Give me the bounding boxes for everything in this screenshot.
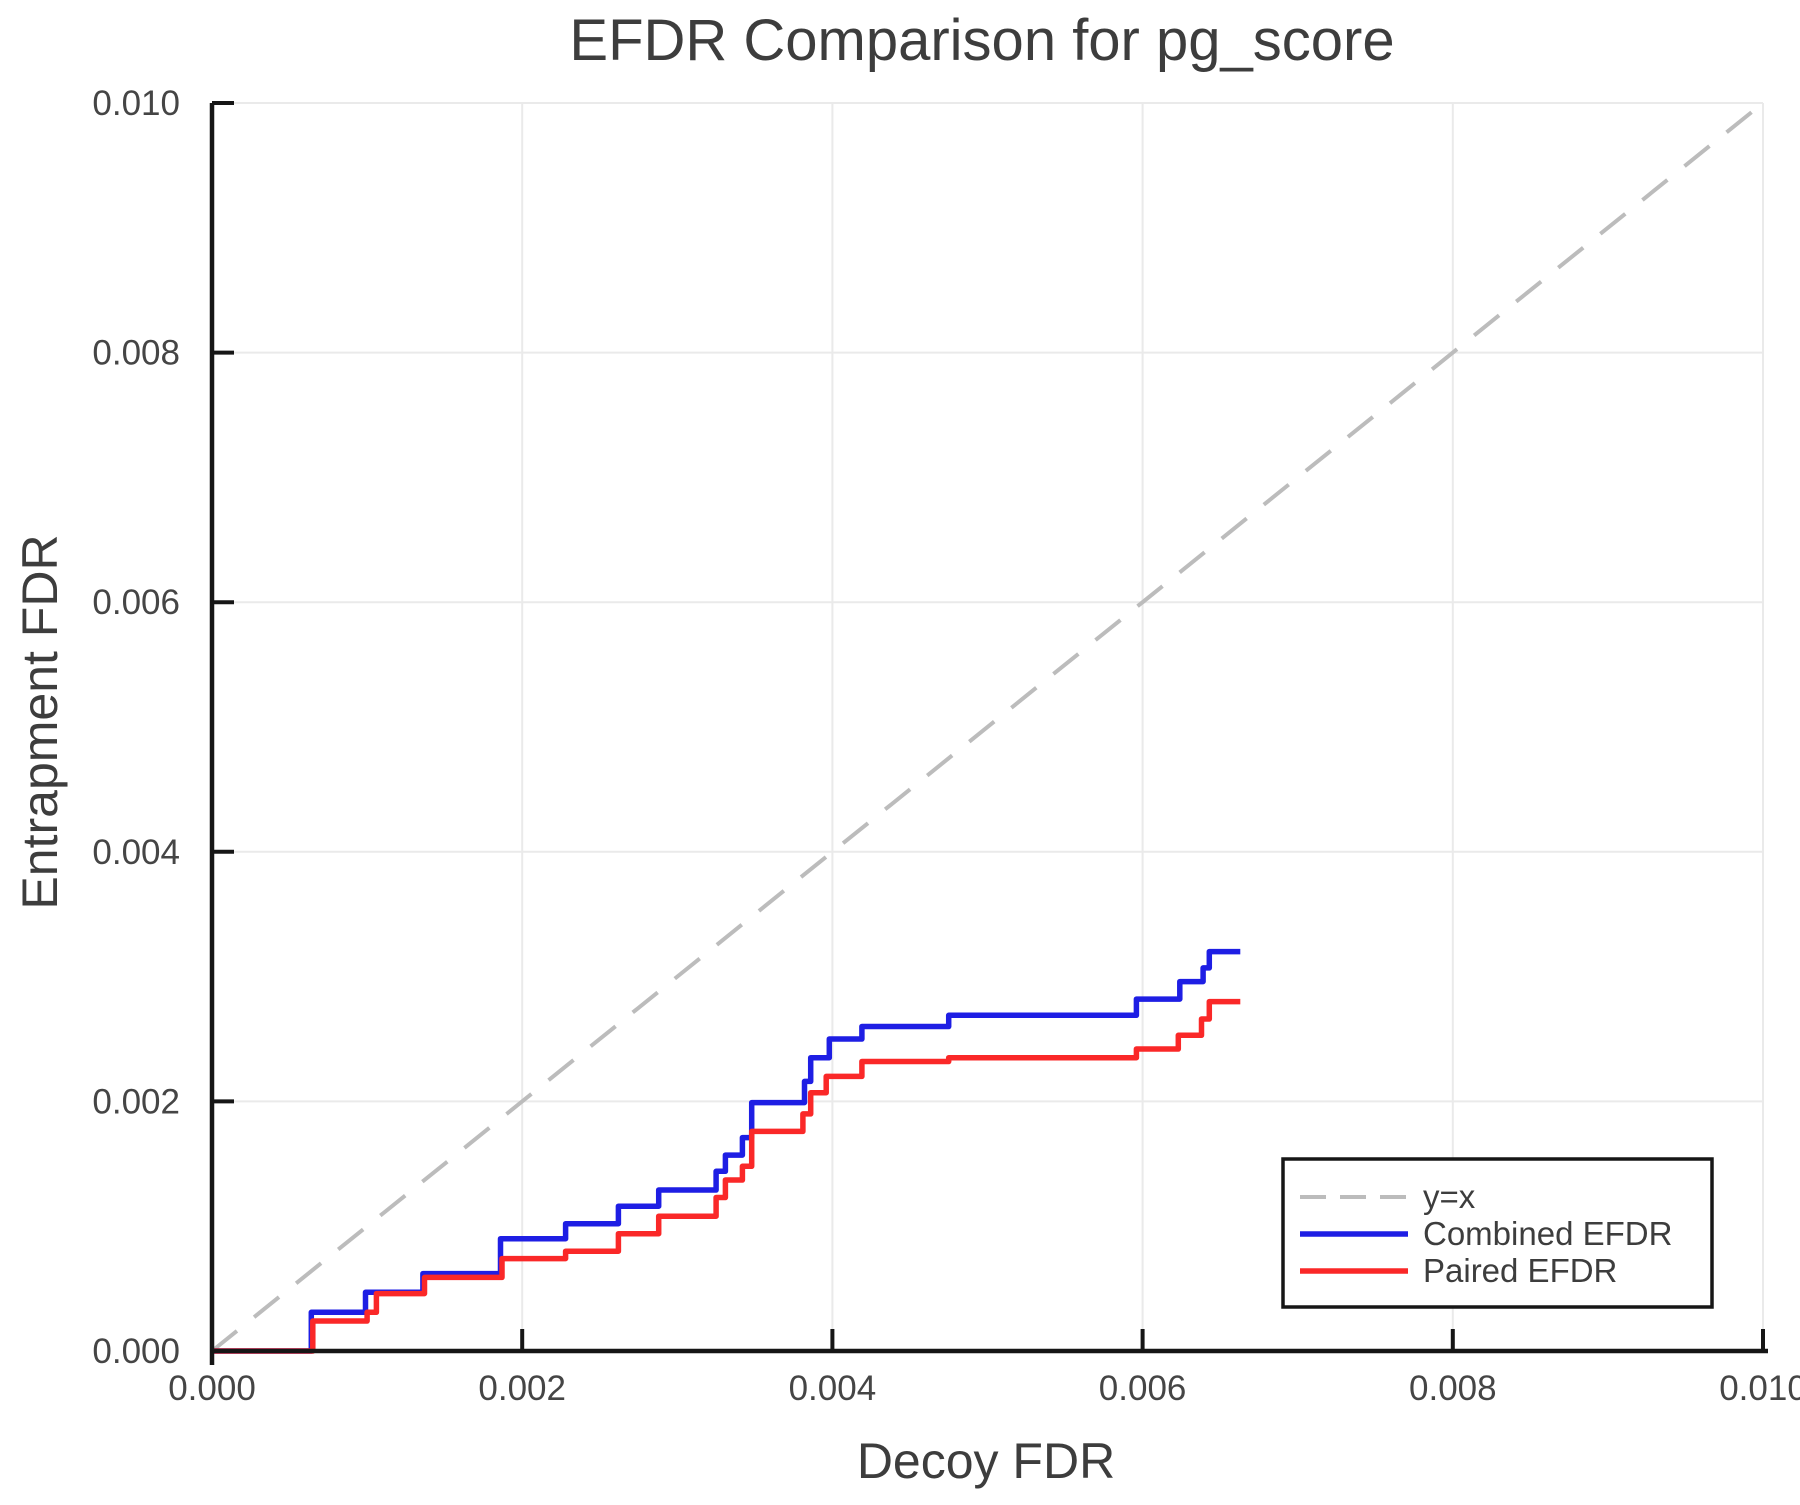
y-tick-label: 0.008: [92, 334, 180, 373]
combined-efdr-line: [212, 948, 1241, 1354]
y-tick-label: 0.010: [92, 84, 180, 123]
x-tick-label: 0.006: [1099, 1369, 1187, 1408]
x-tick-label: 0.004: [789, 1369, 877, 1408]
y-axis-label: Entrapment FDR: [12, 534, 68, 909]
y-tick-label: 0.000: [92, 1332, 180, 1371]
x-tick-label: 0.002: [478, 1369, 566, 1408]
x-tick-label: 0.010: [1719, 1369, 1800, 1408]
x-tick-label: 0.000: [168, 1369, 256, 1408]
axes-layer: 0.000 0.002 0.004 0.006 0.008 0.010 0.000 0.002…: [92, 84, 1800, 1408]
chart-title: EFDR Comparison for pg_score: [569, 8, 1394, 73]
grid-layer: [212, 102, 1764, 1351]
series-layer: [210, 101, 1765, 1354]
legend-label-paired-efdr-line: Paired EFDR: [1423, 1252, 1617, 1289]
paired-efdr-line: [212, 998, 1241, 1354]
x-tick-label: 0.008: [1409, 1369, 1497, 1408]
legend-label-combined-efdr-line: Combined EFDR: [1423, 1215, 1672, 1252]
identity-line: [210, 101, 1765, 1353]
y-tick-label: 0.004: [92, 833, 180, 872]
y-tick-label: 0.006: [92, 583, 180, 622]
legend-label-identity-line: y=x: [1423, 1178, 1476, 1215]
x-axis-label: Decoy FDR: [857, 1433, 1115, 1489]
y-tick-label: 0.002: [92, 1082, 180, 1121]
